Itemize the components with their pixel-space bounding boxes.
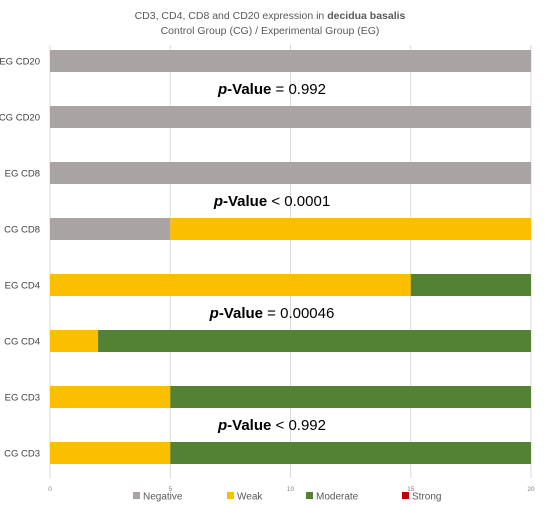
- category-labels: EG CD20 CG CD20 EG CD8 CG CD8 EG CD4 CG CD4 EG…: [0, 57, 40, 460]
- chart-title-emphasis: decidua basalis: [327, 10, 405, 22]
- bar-cg-cd4-moderate: [98, 330, 531, 352]
- category-label-3: CG CD8: [4, 225, 40, 236]
- x-tick-label-1: 5: [168, 486, 172, 493]
- legend-label-moderate: Moderate: [316, 492, 359, 503]
- bar-eg-cd20-negative: [50, 50, 531, 72]
- bars: [50, 50, 531, 464]
- bar-cg-cd3-moderate: [170, 442, 531, 464]
- category-label-0: EG CD20: [0, 57, 40, 68]
- p-value-number: 0.992: [288, 417, 326, 434]
- p-value-p: p: [217, 417, 227, 434]
- legend-label-strong: Strong: [412, 492, 441, 503]
- legend-swatch-weak: [227, 492, 234, 499]
- x-tick-label-3: 15: [407, 486, 415, 493]
- p-value-annotation-2: p-Value = 0.00046: [209, 305, 335, 322]
- bar-eg-cd8-negative: [50, 162, 531, 184]
- p-value-op: =: [271, 81, 288, 98]
- p-value-number: 0.00046: [280, 305, 334, 322]
- x-tick-label-0: 0: [48, 486, 52, 493]
- p-value-label: -Value: [223, 193, 267, 210]
- chart-title-line-1: CD3, CD4, CD8 and CD20 expression in dec…: [135, 10, 406, 22]
- p-value-p: p: [213, 193, 223, 210]
- legend-label-negative: Negative: [143, 492, 183, 503]
- bar-eg-cd4-weak: [50, 274, 411, 296]
- p-value-label: -Value: [219, 305, 263, 322]
- p-value-op: <: [267, 193, 284, 210]
- bar-cg-cd4-weak: [50, 330, 99, 352]
- category-label-6: EG CD3: [5, 393, 40, 404]
- p-value-op: =: [263, 305, 280, 322]
- p-value-annotation-3: p-Value < 0.992: [217, 417, 326, 434]
- bar-eg-cd4-moderate: [410, 274, 531, 296]
- p-value-label: -Value: [227, 81, 271, 98]
- legend: Negative Weak Moderate Strong: [133, 492, 441, 503]
- legend-swatch-strong: [402, 492, 409, 499]
- p-value-annotation-0: p-Value = 0.992: [217, 81, 326, 98]
- chart-title-line-2: Control Group (CG) / Experimental Group …: [161, 25, 380, 37]
- bar-cg-cd8-weak: [170, 218, 531, 240]
- p-value-annotation-1: p-Value < 0.0001: [213, 193, 330, 210]
- legend-swatch-negative: [133, 492, 140, 499]
- x-tick-label-4: 20: [527, 486, 535, 493]
- bar-eg-cd3-moderate: [170, 386, 531, 408]
- category-label-7: CG CD3: [4, 449, 40, 460]
- x-axis-ticks: 0 5 10 15 20: [48, 486, 535, 493]
- category-label-5: CG CD4: [4, 337, 40, 348]
- p-value-number: 0.0001: [284, 193, 330, 210]
- x-tick-label-2: 10: [287, 486, 295, 493]
- category-label-2: EG CD8: [5, 169, 40, 180]
- bar-cg-cd3-weak: [50, 442, 171, 464]
- legend-swatch-moderate: [306, 492, 313, 499]
- p-value-label: -Value: [227, 417, 271, 434]
- p-value-op: <: [271, 417, 288, 434]
- category-label-1: CG CD20: [0, 113, 40, 124]
- p-value-p: p: [209, 305, 219, 322]
- category-label-4: EG CD4: [5, 281, 40, 292]
- p-value-p: p: [217, 81, 227, 98]
- bar-cg-cd20-negative: [50, 106, 531, 128]
- p-value-number: 0.992: [288, 81, 326, 98]
- bar-cg-cd8-negative: [50, 218, 171, 240]
- bar-eg-cd3-weak: [50, 386, 171, 408]
- legend-label-weak: Weak: [237, 492, 263, 503]
- chart-title-prefix: CD3, CD4, CD8 and CD20 expression in: [135, 10, 328, 22]
